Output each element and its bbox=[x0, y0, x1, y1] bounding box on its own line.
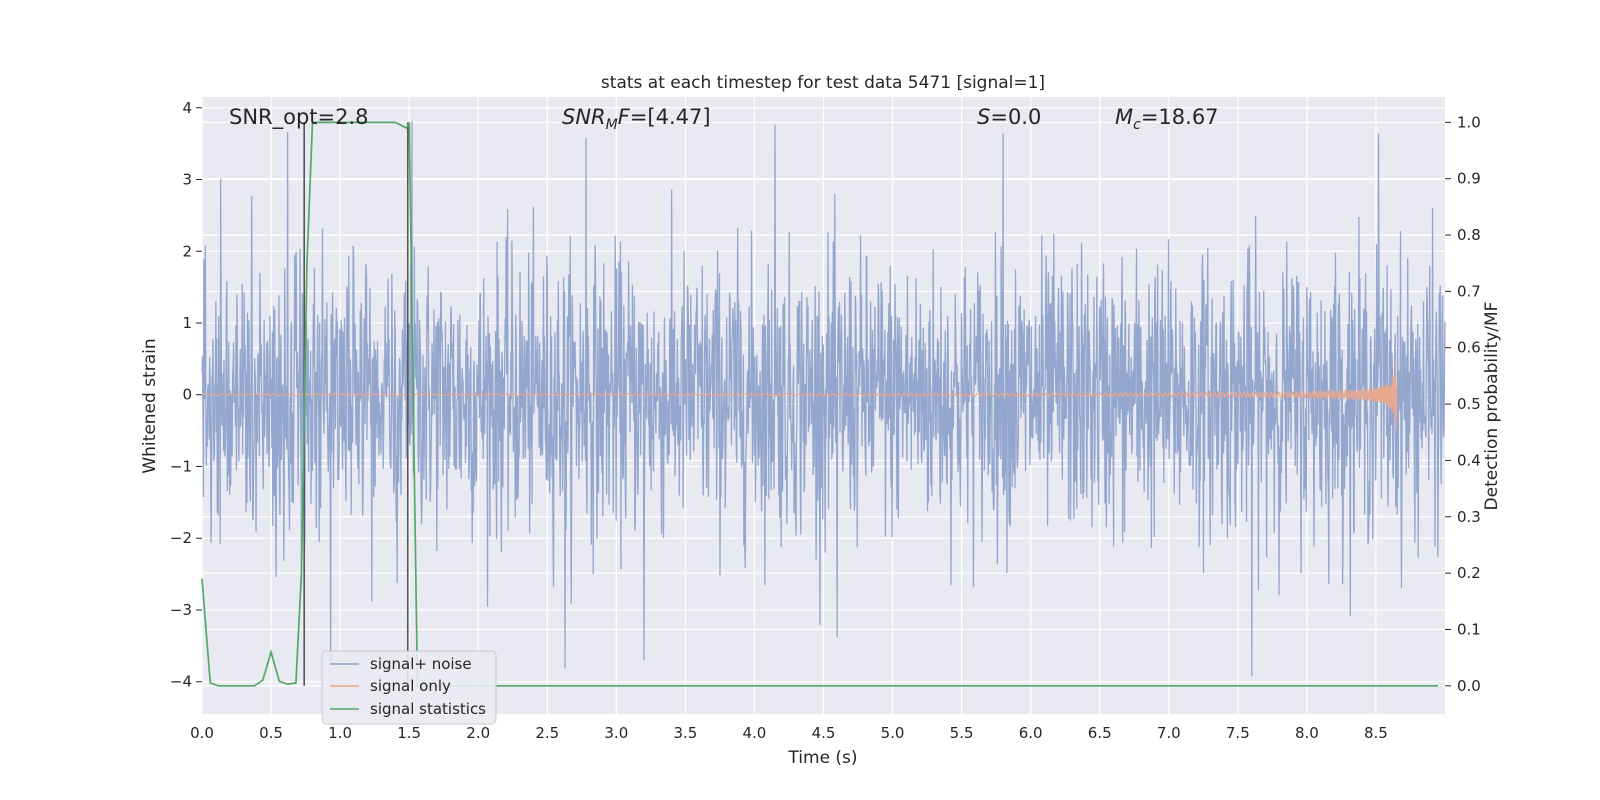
y-axis-ticks: 4 3 2 1 0 −1 −2 −3 −4 bbox=[170, 99, 202, 691]
y-tick-label: −4 bbox=[170, 673, 192, 691]
x-tick-label: 4.0 bbox=[743, 724, 767, 742]
y2-tick-label: 0.8 bbox=[1457, 226, 1481, 244]
signal-statistics-line bbox=[201, 121, 1439, 687]
y-tick-label: 1 bbox=[182, 314, 192, 332]
snr-mf-annotation: SNRMF=[4.47] bbox=[562, 105, 711, 133]
s-value: =0.0 bbox=[990, 105, 1041, 129]
s-label: S bbox=[977, 105, 990, 129]
snr-mf-value: =[4.47] bbox=[630, 105, 711, 129]
y2-axis-label: Detection probability/MF bbox=[1482, 302, 1502, 511]
y2-tick-label: 0.2 bbox=[1457, 564, 1481, 582]
snr-mf-prefix: SNR bbox=[562, 105, 606, 129]
mc-subscript: c bbox=[1133, 117, 1141, 133]
x-tick-label: 2.5 bbox=[535, 724, 559, 742]
x-tick-label: 7.0 bbox=[1157, 724, 1181, 742]
y-tick-label: 2 bbox=[182, 242, 192, 260]
x-tick-label: 4.5 bbox=[812, 724, 836, 742]
x-tick-label: 5.5 bbox=[950, 724, 974, 742]
y2-tick-label: 0.4 bbox=[1457, 451, 1481, 469]
x-tick-label: 0.5 bbox=[259, 724, 283, 742]
y2-tick-label: 0.0 bbox=[1457, 677, 1481, 695]
series-signal-only bbox=[201, 360, 1398, 431]
y2-tick-label: 0.3 bbox=[1457, 508, 1481, 526]
y2-tick-label: 0.6 bbox=[1457, 339, 1481, 357]
x-tick-label: 5.0 bbox=[881, 724, 905, 742]
snr-mf-subscript: M bbox=[606, 117, 618, 133]
y2-tick-label: 1.0 bbox=[1457, 113, 1481, 131]
x-tick-label: 3.5 bbox=[673, 724, 697, 742]
y-tick-label: 0 bbox=[182, 386, 192, 404]
legend-label-signal-only: signal only bbox=[370, 677, 451, 695]
x-tick-label: 3.0 bbox=[604, 724, 628, 742]
y2-tick-label: 0.9 bbox=[1457, 170, 1481, 188]
y2-tick-label: 0.1 bbox=[1457, 620, 1481, 638]
x-tick-label: 7.5 bbox=[1226, 724, 1250, 742]
y-tick-label: −1 bbox=[170, 457, 192, 475]
mc-label: M bbox=[1115, 105, 1133, 129]
x-axis-label: Time (s) bbox=[787, 748, 857, 768]
y-tick-label: −2 bbox=[170, 529, 192, 547]
y-tick-label: 3 bbox=[182, 171, 192, 189]
mc-value: =18.67 bbox=[1141, 105, 1219, 129]
y2-tick-label: 0.5 bbox=[1457, 395, 1481, 413]
snr-opt-annotation: SNR_opt=2.8 bbox=[229, 105, 369, 130]
x-tick-label: 0.0 bbox=[190, 724, 214, 742]
y-tick-label: 4 bbox=[182, 99, 192, 117]
y2-tick-label: 0.7 bbox=[1457, 282, 1481, 300]
y-axis-label: Whitened strain bbox=[140, 338, 160, 473]
x-tick-label: 8.0 bbox=[1295, 724, 1319, 742]
x-tick-label: 1.5 bbox=[397, 724, 421, 742]
y2-axis-ticks: 1.0 0.9 0.8 0.7 0.6 0.5 0.4 0.3 0.2 0.1 0.0 bbox=[1445, 113, 1481, 695]
series-signal-noise bbox=[201, 121, 1446, 676]
legend-label-signal-statistics: signal statistics bbox=[370, 700, 486, 718]
noise-line bbox=[201, 121, 1446, 676]
x-tick-label: 8.5 bbox=[1364, 724, 1388, 742]
series-signal-statistics bbox=[201, 121, 1439, 687]
mc-annotation: Mc=18.67 bbox=[1115, 105, 1219, 133]
signal-only-line bbox=[201, 360, 1398, 431]
x-tick-label: 6.5 bbox=[1088, 724, 1112, 742]
x-axis-ticks: 0.0 0.5 1.0 1.5 2.0 2.5 3.0 3.5 4.0 4.5 5.0 5.5 6.0 6… bbox=[190, 724, 1388, 742]
y-tick-label: −3 bbox=[170, 601, 192, 619]
s-annotation: S=0.0 bbox=[977, 105, 1041, 129]
x-tick-label: 1.0 bbox=[328, 724, 352, 742]
chart-title: stats at each timestep for test data 547… bbox=[601, 73, 1045, 93]
snr-mf-mid: F bbox=[618, 105, 631, 129]
legend-box bbox=[321, 650, 497, 725]
legend: signal+ noise signal only signal statist… bbox=[321, 650, 497, 725]
x-tick-label: 2.0 bbox=[466, 724, 490, 742]
x-tick-label: 6.0 bbox=[1019, 724, 1043, 742]
legend-label-signal-noise: signal+ noise bbox=[370, 655, 472, 673]
